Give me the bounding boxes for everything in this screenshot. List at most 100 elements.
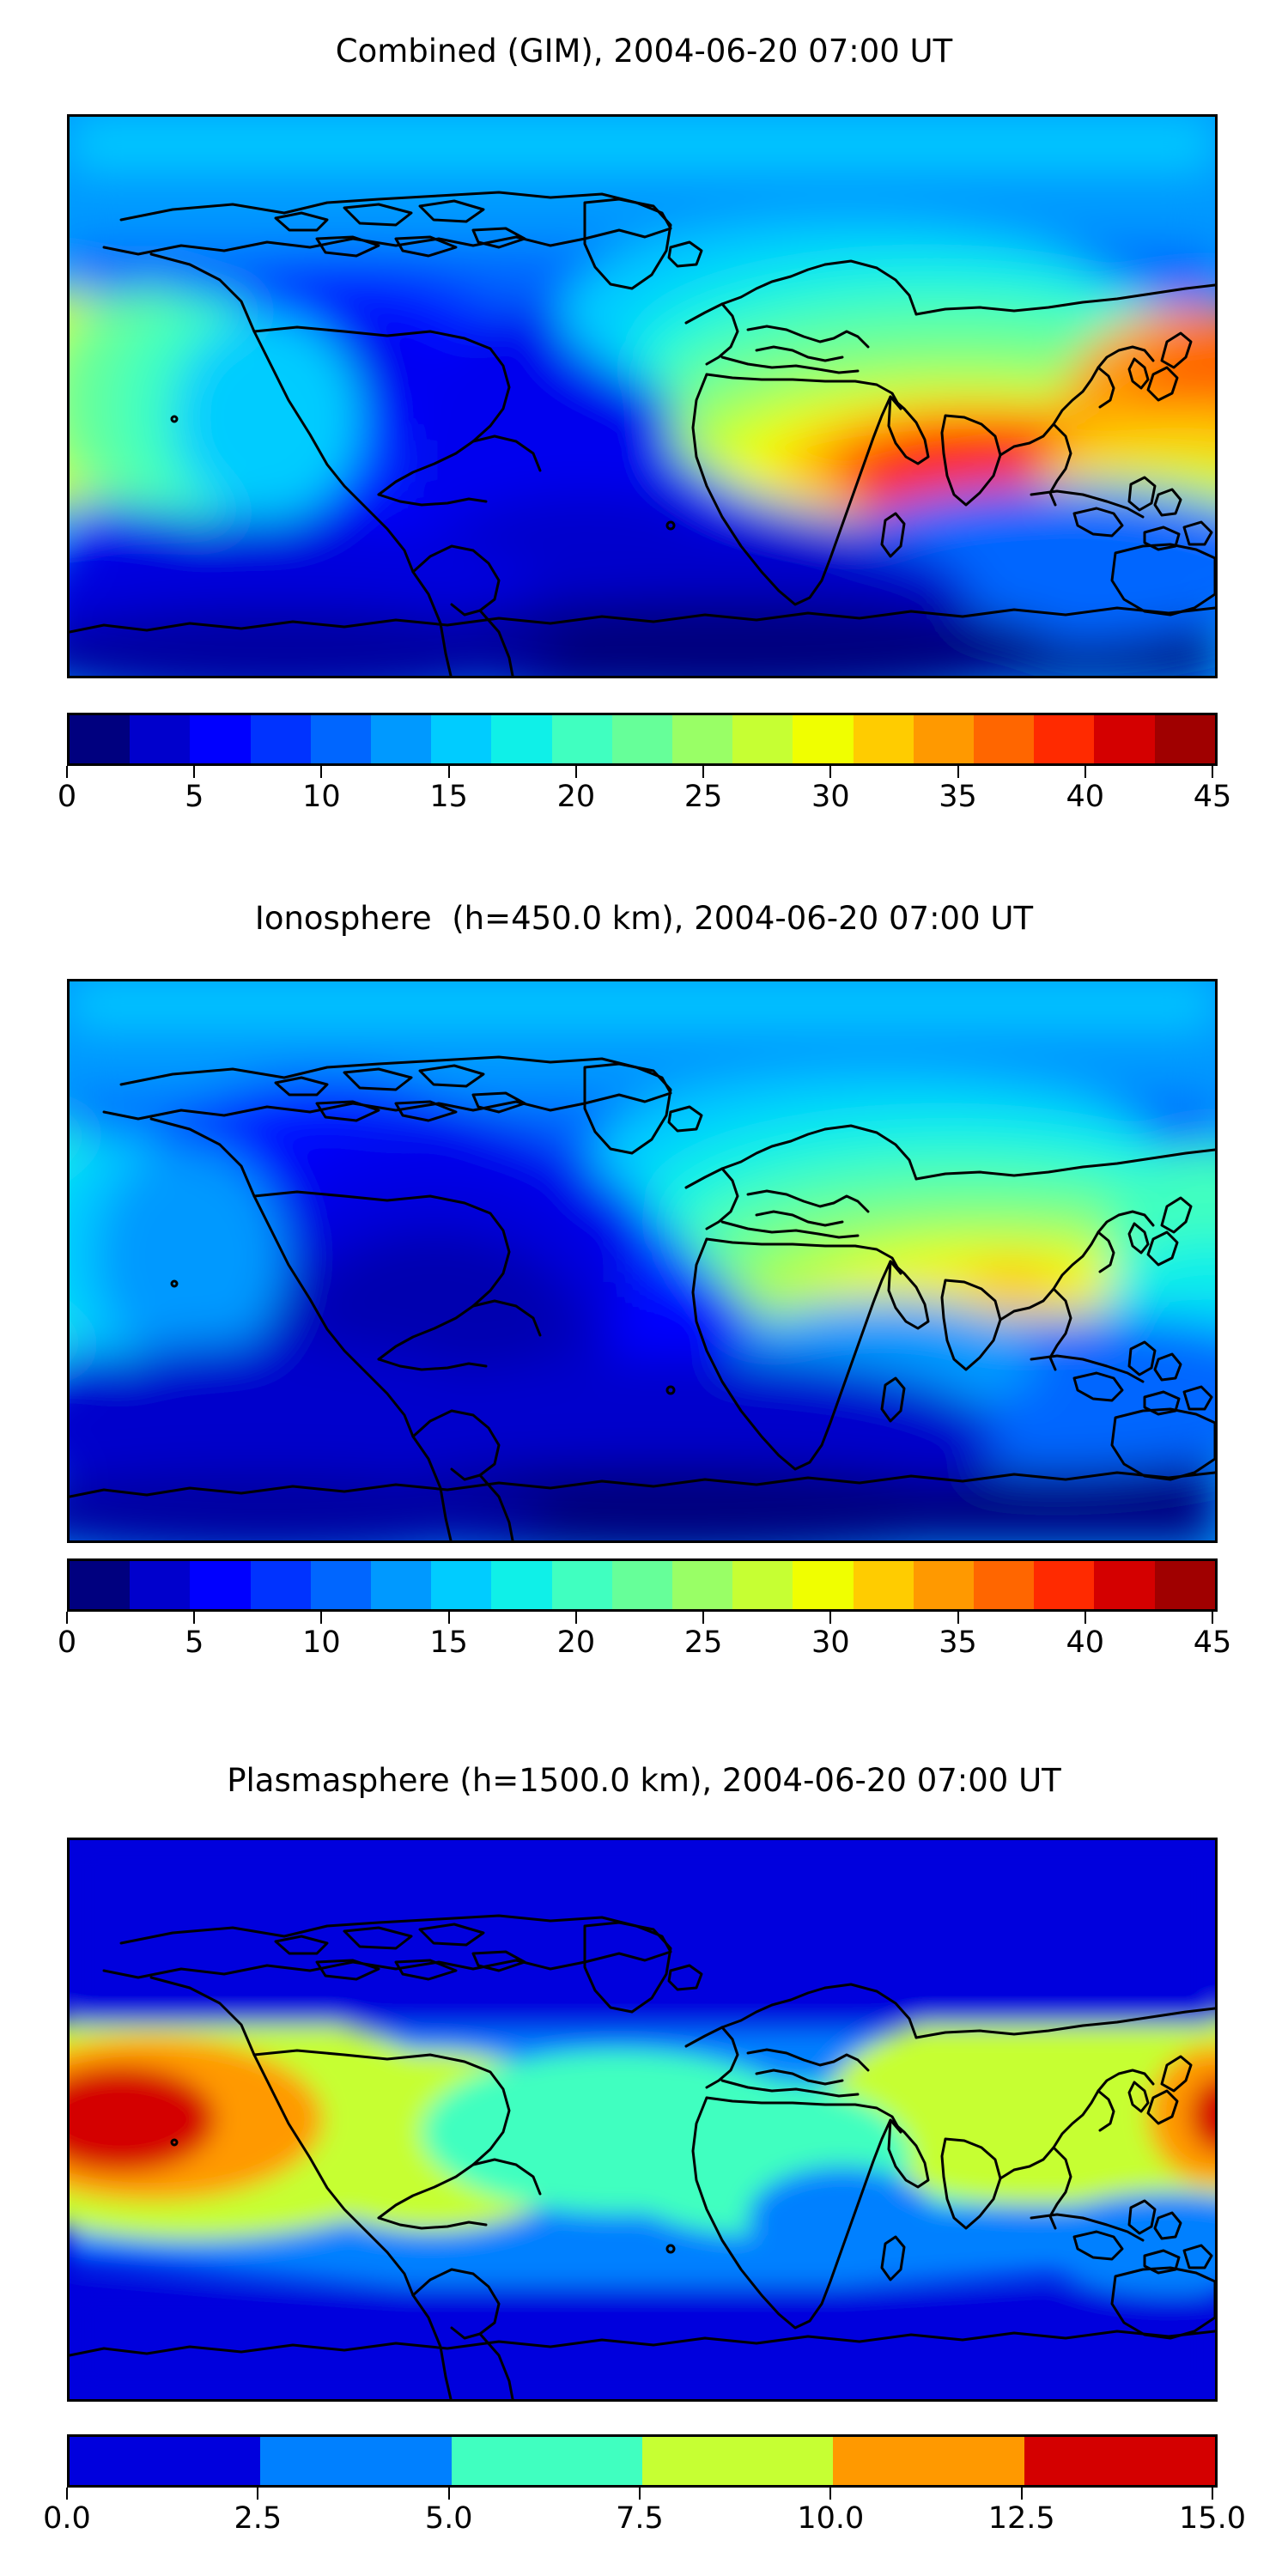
colorbar-tick-8 [1084, 766, 1086, 778]
map-axes-ionosphere [67, 979, 1218, 1543]
colorbar-tick-2 [320, 766, 323, 778]
colorbar-ticklabel-0: 0 [57, 780, 77, 814]
colorbar-ticklabels-ionosphere: 0 5 10 15 20 25 30 35 40 45 [58, 1625, 1231, 1663]
colorbar-tick-0 [66, 766, 68, 778]
colorbar-tick-3 [639, 2488, 641, 2500]
colorbar-band-2 [190, 715, 251, 763]
colorbar-band-9 [611, 715, 673, 763]
colorbar-ticklabel-6: 30 [811, 1625, 850, 1660]
colorbar-bands-combined-gim [67, 713, 1218, 766]
panel-combined-gim: Combined (GIM), 2004-06-20 07:00 UT [0, 0, 1288, 859]
colorbar-bands-ionosphere [67, 1558, 1218, 1612]
colorbar-tick-7 [957, 766, 959, 778]
colorbar-tick-1 [193, 766, 196, 778]
colorbar-band-3 [250, 1561, 311, 1609]
colorbar-tick-3 [447, 766, 450, 778]
colorbar-ticklabel-5: 12.5 [987, 2501, 1055, 2536]
colorbar-tick-6 [829, 1612, 832, 1624]
colorbar-ticklabel-1: 5 [185, 780, 204, 814]
colorbar-band-2 [451, 2437, 642, 2485]
colorbar-band-1 [130, 1561, 191, 1609]
colorbar-tick-5 [702, 766, 705, 778]
colorbar-ticklabel-4: 20 [556, 1625, 596, 1660]
panel-plasmasphere: Plasmasphere (h=1500.0 km), 2004-06-20 0… [0, 1726, 1288, 2576]
colorbar-band-15 [974, 715, 1035, 763]
colorbar-ticklabels-combined-gim: 0 5 10 15 20 25 30 35 40 45 [58, 780, 1231, 817]
colorbar-tick-7 [957, 1612, 959, 1624]
colorbar-ticklabel-2: 5.0 [424, 2501, 473, 2536]
colorbar-tick-2 [320, 1612, 323, 1624]
colorbar-ticklabel-2: 10 [302, 780, 341, 814]
colorbar-band-18 [1154, 715, 1215, 763]
colorbar-band-7 [491, 715, 552, 763]
colorbar-tick-9 [1212, 1612, 1213, 1624]
colorbar-ticklabel-9: 45 [1193, 1625, 1232, 1660]
colorbar-ticklabels-plasmasphere: 0.0 2.5 5.0 7.5 10.0 12.5 15.0 [43, 2501, 1246, 2539]
colorbar-ticks-ionosphere [66, 1612, 1213, 1624]
colorbar-band-17 [1094, 1561, 1155, 1609]
colorbar-ticklabel-3: 15 [429, 1625, 468, 1660]
colorbar-band-6 [431, 1561, 492, 1609]
colorbar-band-4 [310, 1561, 372, 1609]
colorbar-ticks-combined-gim [66, 766, 1213, 778]
colorbar-band-1 [260, 2437, 452, 2485]
colorbar-band-0 [70, 715, 131, 763]
colorbar-band-17 [1094, 715, 1155, 763]
map-image-plasmasphere [70, 1840, 1215, 2399]
colorbar-band-12 [793, 1561, 854, 1609]
colorbar-band-8 [551, 1561, 612, 1609]
colorbar-ticklabel-6: 15.0 [1179, 2501, 1246, 2536]
colorbar-tick-9 [1212, 766, 1213, 778]
colorbar-band-16 [1034, 715, 1095, 763]
map-axes-combined-gim [67, 114, 1218, 678]
colorbar-ticklabel-8: 40 [1066, 780, 1105, 814]
colorbar-band-11 [732, 1561, 793, 1609]
colorbar-band-11 [732, 715, 793, 763]
colorbar-tick-4 [829, 2488, 832, 2500]
colorbar-ticklabel-1: 2.5 [234, 2501, 283, 2536]
colorbar-bands-plasmasphere [67, 2434, 1218, 2488]
colorbar-ticklabel-6: 30 [811, 780, 850, 814]
colorbar-band-0 [70, 1561, 131, 1609]
colorbar-ticks-plasmasphere [66, 2488, 1213, 2500]
panel-title-combined-gim: Combined (GIM), 2004-06-20 07:00 UT [335, 33, 953, 70]
colorbar-ticklabel-5: 25 [683, 1625, 723, 1660]
colorbar-band-0 [70, 2437, 261, 2485]
colorbar-band-2 [190, 1561, 251, 1609]
colorbar-band-12 [793, 715, 854, 763]
colorbar-ticklabel-8: 40 [1066, 1625, 1105, 1660]
colorbar-ticklabel-7: 35 [939, 780, 977, 814]
colorbar-ticklabel-3: 7.5 [616, 2501, 664, 2536]
colorbar-tick-5 [1020, 2488, 1023, 2500]
colorbar-tick-8 [1084, 1612, 1086, 1624]
colorbar-band-4 [833, 2437, 1024, 2485]
colorbar-band-4 [310, 715, 372, 763]
colorbar-band-13 [853, 715, 914, 763]
colorbar-ticklabel-7: 35 [939, 1625, 977, 1660]
colorbar-ticklabel-2: 10 [302, 1625, 341, 1660]
colorbar-band-3 [250, 715, 311, 763]
colorbar-band-10 [672, 1561, 733, 1609]
colorbar-band-13 [853, 1561, 914, 1609]
map-image-combined-gim [70, 117, 1215, 676]
map-axes-plasmasphere [67, 1838, 1218, 2402]
colorbar-tick-6 [1212, 2488, 1213, 2500]
colorbar-band-7 [491, 1561, 552, 1609]
colorbar-tick-4 [574, 1612, 577, 1624]
colorbar-band-9 [611, 1561, 673, 1609]
colorbar-tick-4 [574, 766, 577, 778]
panel-ionosphere: Ionosphere (h=450.0 km), 2004-06-20 07:0… [0, 859, 1288, 1726]
colorbar-band-6 [431, 715, 492, 763]
colorbar-ticklabel-4: 20 [556, 780, 596, 814]
map-image-ionosphere [70, 981, 1215, 1540]
panel-title-plasmasphere: Plasmasphere (h=1500.0 km), 2004-06-20 0… [227, 1762, 1061, 1799]
colorbar-band-15 [974, 1561, 1035, 1609]
colorbar-ticklabel-4: 10.0 [797, 2501, 865, 2536]
colorbar-band-5 [371, 715, 432, 763]
colorbar-band-14 [913, 1561, 975, 1609]
colorbar-tick-0 [66, 2488, 68, 2500]
colorbar-tick-3 [447, 1612, 450, 1624]
colorbar-ticklabel-9: 45 [1193, 780, 1232, 814]
colorbar-tick-6 [829, 766, 832, 778]
colorbar-band-5 [1024, 2437, 1215, 2485]
